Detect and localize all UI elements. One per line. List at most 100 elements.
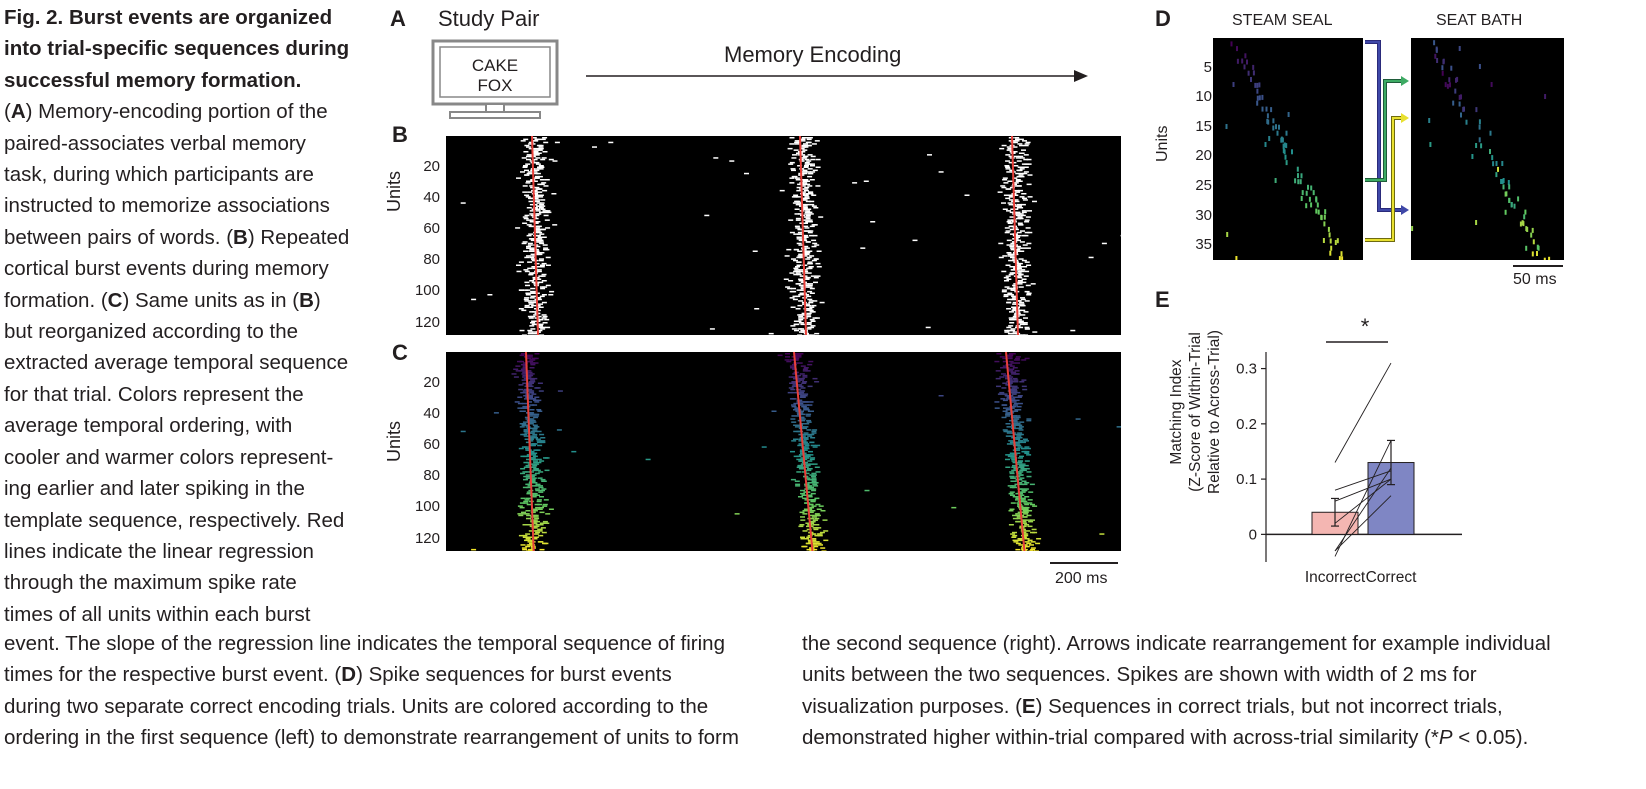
spike-mark <box>533 533 539 535</box>
spike-mark <box>539 179 545 181</box>
spike-mark <box>810 320 816 322</box>
spike-mark <box>1006 188 1012 190</box>
spike-mark <box>1015 438 1021 440</box>
spike-mark <box>1010 244 1016 246</box>
regression-line <box>799 136 807 335</box>
spike-mark <box>812 377 818 380</box>
spike-mark <box>532 427 538 430</box>
spike-mark <box>790 418 796 420</box>
spike-mark <box>1027 210 1032 212</box>
spike-mark <box>812 519 818 521</box>
spike-mark <box>1006 413 1012 416</box>
spike-mark <box>539 266 545 268</box>
spike-mark <box>792 295 798 298</box>
spike-mark <box>1008 510 1014 512</box>
spike-mark <box>744 172 749 175</box>
spike-mark <box>1016 405 1022 408</box>
spike-mark <box>1008 203 1014 206</box>
spike-mark <box>814 332 820 335</box>
spike-mark <box>1021 519 1027 521</box>
spike-mark <box>1015 415 1021 417</box>
spike-mark <box>1324 209 1327 215</box>
spike-mark <box>528 303 534 305</box>
spike-mark <box>807 499 813 501</box>
spike-mark <box>1024 524 1030 526</box>
spike-mark <box>794 357 800 360</box>
spike-mark <box>806 312 812 315</box>
regression-line <box>1005 352 1026 551</box>
spike-mark <box>790 478 796 481</box>
spike-mark <box>800 492 805 495</box>
spike-mark <box>556 429 562 431</box>
spike-mark <box>1025 227 1031 229</box>
spike-mark <box>807 284 813 287</box>
spike-mark <box>1028 550 1034 551</box>
spike-mark <box>524 416 530 419</box>
spike-mark <box>523 217 529 220</box>
spike-mark <box>798 253 804 256</box>
spike-mark <box>938 171 944 173</box>
spike-mark <box>713 157 719 159</box>
spike-mark <box>1022 510 1028 512</box>
spike-mark <box>1024 219 1030 221</box>
spike-mark <box>1022 244 1028 246</box>
spike-mark <box>1021 447 1027 450</box>
spike-mark <box>532 267 538 270</box>
spike-mark <box>1005 415 1011 417</box>
spike-mark <box>1329 250 1332 256</box>
spike-mark <box>532 332 538 335</box>
spike-mark <box>535 506 541 509</box>
spike-mark <box>812 544 818 546</box>
spike-mark <box>811 194 817 196</box>
spike-mark <box>1020 297 1025 299</box>
spike-mark <box>552 224 558 226</box>
spike-mark <box>790 325 796 327</box>
spike-mark <box>1007 298 1013 301</box>
spike-mark <box>803 166 809 168</box>
spike-mark <box>1019 250 1025 252</box>
spike-mark <box>522 402 528 405</box>
spike-mark <box>789 272 795 274</box>
spike-mark <box>804 213 810 215</box>
spike-mark <box>536 409 542 411</box>
spike-mark <box>1020 269 1026 271</box>
spike-mark <box>811 304 817 307</box>
spike-mark <box>791 381 797 383</box>
spike-mark <box>729 160 735 162</box>
spike-mark <box>530 362 536 364</box>
spike-mark <box>1010 269 1016 271</box>
spike-mark <box>1017 488 1023 490</box>
spike-mark <box>800 138 806 141</box>
spike-mark <box>1019 241 1025 243</box>
spike-mark <box>1021 359 1027 361</box>
spike-mark <box>537 410 543 412</box>
spike-mark <box>1028 520 1034 523</box>
spike-mark <box>523 250 529 252</box>
spike-mark <box>532 301 538 304</box>
spike-mark <box>537 528 543 531</box>
spike-mark <box>534 401 540 403</box>
spike-mark <box>538 241 544 243</box>
spike-mark <box>1301 190 1304 196</box>
spike-mark <box>1012 258 1018 260</box>
spike-mark <box>804 286 810 288</box>
spike-mark <box>815 166 821 168</box>
spike-mark <box>812 446 818 448</box>
spike-mark <box>1015 172 1021 175</box>
spike-mark <box>816 527 822 529</box>
spike-mark <box>1454 88 1457 94</box>
spike-mark <box>557 390 563 392</box>
spike-mark <box>1012 377 1018 380</box>
spike-mark <box>811 143 817 145</box>
spike-mark <box>1015 211 1021 214</box>
spike-mark <box>803 179 809 181</box>
spike-mark <box>531 454 537 456</box>
caption-line: formation. (C) Same units as in (B) <box>4 288 321 312</box>
spike-mark <box>802 144 808 147</box>
spike-mark <box>1013 541 1019 543</box>
spike-mark <box>1009 194 1015 196</box>
spike-mark <box>1019 421 1025 423</box>
spike-mark <box>540 264 545 266</box>
spike-mark <box>1272 125 1275 131</box>
spike-mark <box>514 401 520 403</box>
